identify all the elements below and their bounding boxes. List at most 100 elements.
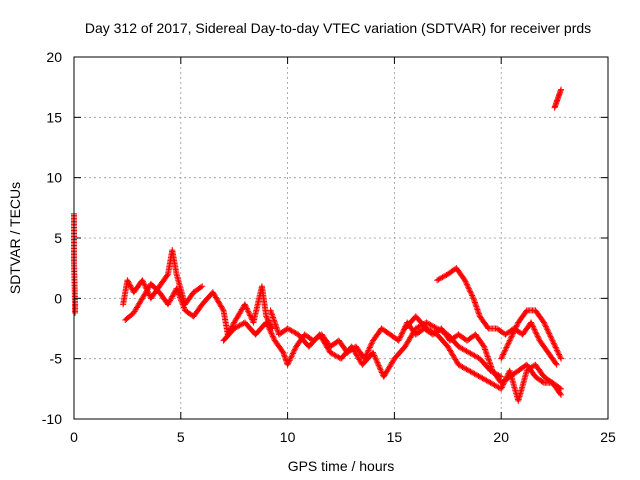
data-point [139,277,146,284]
data-point [371,353,378,360]
data-point [399,329,406,336]
data-point [469,292,476,299]
data-point [542,323,549,330]
data-point [507,336,514,343]
x-axis-label: GPS time / hours [288,458,395,474]
x-tick-label: 10 [280,429,296,445]
data-point [367,343,374,350]
data-point [504,343,511,350]
data-point [483,349,490,356]
data-point [535,334,542,341]
data-point [529,322,536,329]
data-point [174,287,181,294]
data-point [166,298,173,305]
data-point [556,351,563,358]
y-axis-label: SDTVAR / TECUs [7,182,23,294]
data-point [541,320,548,327]
data-point [247,312,254,319]
data-point [244,306,251,313]
data-point [506,338,513,345]
data-point [269,311,276,318]
data-point [481,343,488,350]
data-point [368,341,375,348]
data-point [465,284,472,291]
data-point [270,334,277,341]
data-point [179,300,186,307]
data-point [290,349,297,356]
data-point [501,378,508,385]
data-point [375,362,382,369]
data-point [169,292,176,299]
data-point [270,314,277,321]
data-point [266,326,273,333]
data-point [175,290,182,297]
data-point [366,345,373,352]
data-point [467,288,474,295]
data-point [269,333,276,340]
data-point [550,340,557,347]
data-point [178,297,185,304]
data-point [174,288,181,295]
data-point [197,284,204,291]
data-point [555,350,562,357]
data-point [126,281,133,288]
data-point [498,385,505,392]
y-tick-label: 20 [46,49,62,65]
data-point [140,280,147,287]
data-point [545,329,552,336]
y-tick-label: 15 [46,109,62,125]
data-point [553,361,560,368]
x-tick-label: 25 [600,429,616,445]
data-point [173,285,180,292]
data-point [271,317,278,324]
data-point [539,378,546,385]
data-point [397,333,404,340]
data-point [557,354,564,361]
data-point [398,330,405,337]
data-point [368,340,375,347]
data-point [286,357,293,364]
data-point [274,327,281,334]
data-point [500,351,507,358]
data-point [289,351,296,358]
data-point [528,320,535,327]
data-point [288,353,295,360]
data-point [511,327,518,334]
data-point [268,308,275,315]
data-point [127,283,134,290]
data-point [556,352,563,359]
x-tick-label: 0 [70,429,78,445]
chart-title: Day 312 of 2017, Sidereal Day-to-day VTE… [85,20,591,36]
y-tick-label: 10 [46,170,62,186]
data-point [546,330,553,337]
data-point [373,356,380,363]
data-point [370,349,377,356]
data-point [534,331,541,338]
data-point [558,391,565,398]
data-point [180,303,187,310]
data-point [485,354,492,361]
data-point [268,330,275,337]
data-point [486,359,493,366]
data-point [552,344,559,351]
data-point [268,310,275,317]
data-point [544,326,551,333]
data-point [364,348,371,355]
x-tick-label: 20 [493,429,509,445]
data-point [466,286,473,293]
data-point [486,357,493,364]
data-point [530,325,537,332]
data-point [484,353,491,360]
data-point [501,348,508,355]
data-point [370,351,377,358]
data-point [552,343,559,350]
series-sat-a [71,210,79,316]
data-point [510,330,517,337]
data-point [263,313,270,320]
data-point [141,281,148,288]
data-point [291,346,298,353]
data-point [245,309,252,316]
data-point [291,347,298,354]
data-point [246,311,253,318]
